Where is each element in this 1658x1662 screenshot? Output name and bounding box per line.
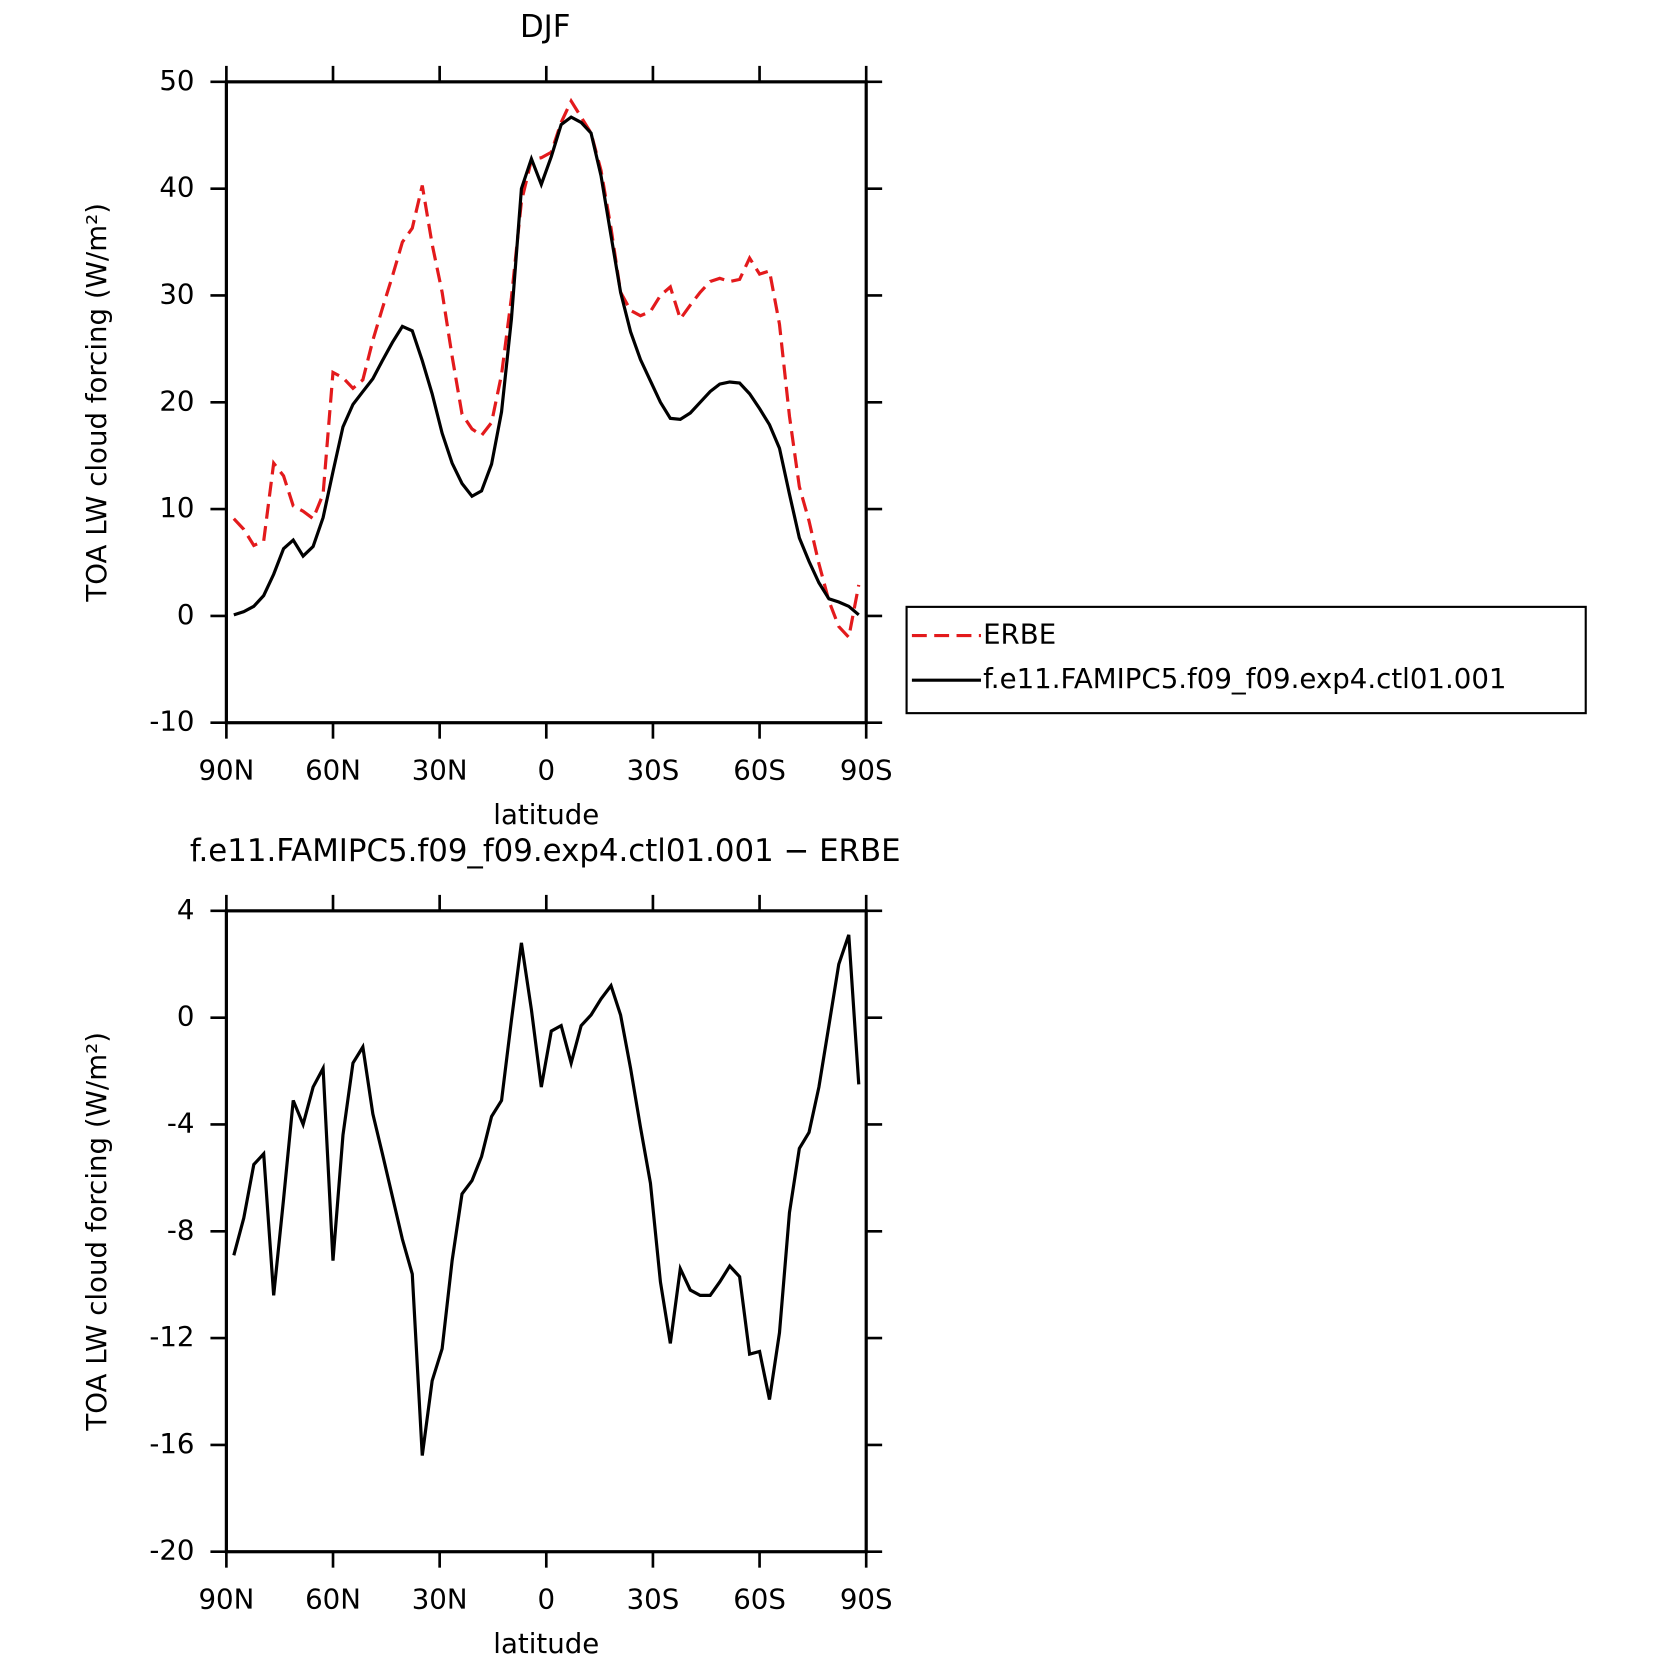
y-tick-label: -20 — [149, 1534, 194, 1567]
x-tick-label: 60N — [305, 754, 361, 787]
x-axis-label: latitude — [493, 1627, 599, 1658]
y-axis-label: TOA LW cloud forcing (W/m²) — [80, 203, 113, 603]
legend-box — [905, 605, 1587, 715]
x-tick-label: 60N — [305, 1583, 361, 1616]
y-tick-label: 40 — [159, 171, 194, 204]
chart-title: DJF — [520, 9, 571, 45]
x-tick-label: 60S — [733, 1583, 786, 1616]
x-axis-label: latitude — [493, 798, 599, 831]
x-tick-label: 30N — [412, 754, 468, 787]
plot-frame — [224, 909, 868, 1554]
y-axis-label: TOA LW cloud forcing (W/m²) — [80, 1032, 113, 1432]
data-line — [232, 934, 861, 1456]
legend-label: f.e11.FAMIPC5.f09_f09.exp4.ctl01.001 — [983, 662, 1506, 695]
y-tick-label: 0 — [177, 598, 195, 631]
legend-label: ERBE — [983, 618, 1056, 651]
x-tick-label: 90S — [840, 754, 893, 787]
x-tick-label: 90N — [198, 754, 254, 787]
y-tick-label: 4 — [177, 893, 195, 926]
y-tick-label: 20 — [159, 384, 194, 417]
y-tick-label: 50 — [159, 64, 194, 97]
y-tick-label: -16 — [149, 1427, 194, 1460]
y-tick-label: -12 — [149, 1320, 194, 1353]
data-line — [232, 97, 861, 641]
x-tick-label: 0 — [538, 754, 556, 787]
x-tick-label: 30S — [627, 1583, 680, 1616]
chart-title: f.e11.FAMIPC5.f09_f09.exp4.ctl01.001 − E… — [190, 833, 901, 869]
y-tick-label: 30 — [159, 277, 194, 310]
y-tick-label: -8 — [167, 1213, 195, 1246]
y-tick-label: 0 — [177, 1000, 195, 1033]
x-tick-label: 30N — [412, 1583, 468, 1616]
y-tick-label: 10 — [159, 491, 194, 524]
x-tick-label: 90S — [840, 1583, 893, 1616]
x-tick-label: 30S — [627, 754, 680, 787]
x-tick-label: 90N — [198, 1583, 254, 1616]
y-tick-label: -4 — [167, 1106, 195, 1139]
x-tick-label: 60S — [733, 754, 786, 787]
plot-frame — [224, 80, 868, 725]
x-tick-label: 0 — [538, 1583, 556, 1616]
data-line — [233, 115, 860, 617]
y-tick-label: -10 — [149, 705, 194, 738]
